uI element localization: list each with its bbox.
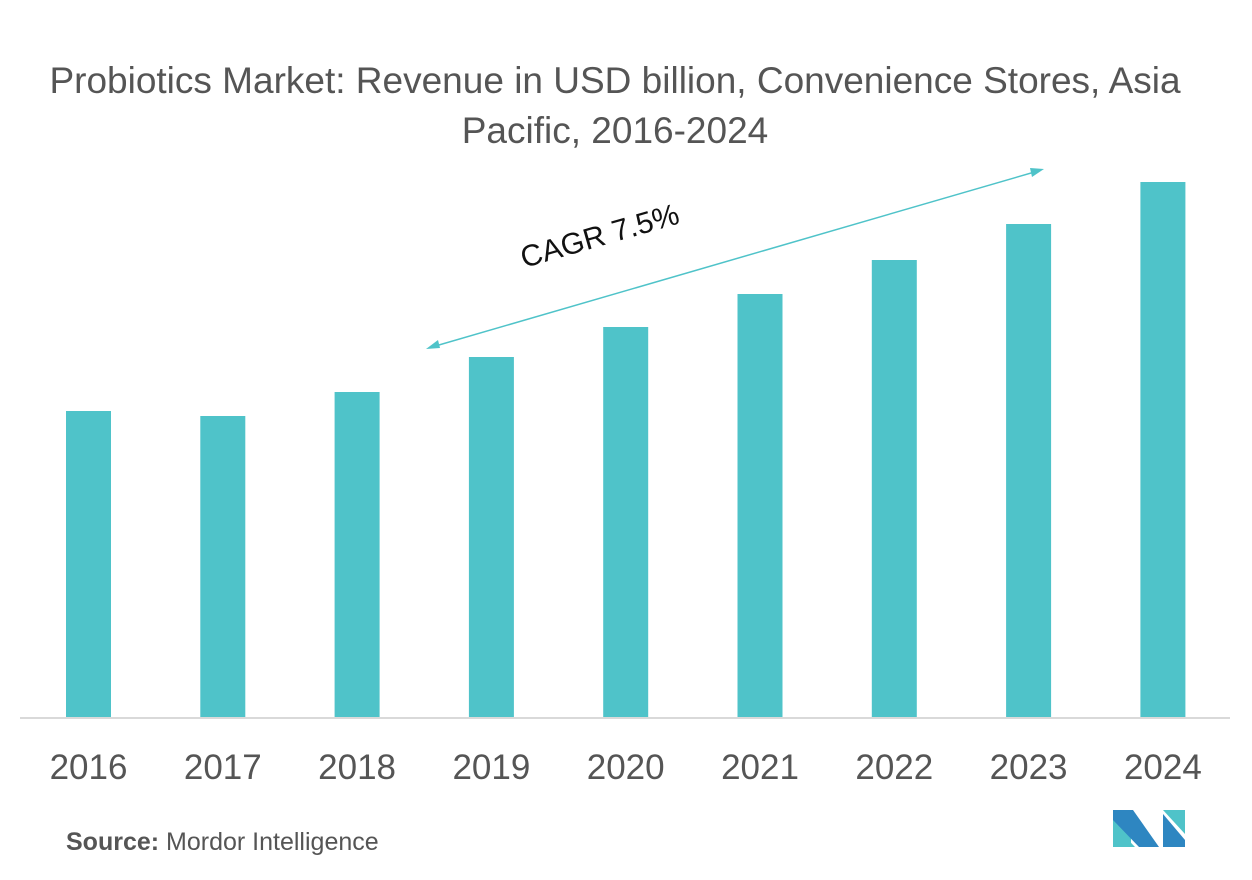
bar-2022 [871,260,917,718]
bar-2021 [737,294,783,718]
bar-2020 [603,327,649,718]
bar-2023 [1006,224,1052,718]
bar-2024 [1140,182,1186,718]
chart-title: Probiotics Market: Revenue in USD billio… [49,60,1181,151]
x-tick-label: 2023 [990,748,1068,787]
x-tick-label: 2017 [184,748,262,787]
x-tick-label: 2022 [855,748,933,787]
bar-2018 [334,392,380,718]
source-label: Source: [66,828,160,856]
x-tick-label: 2019 [452,748,530,787]
source-text: Mordor Intelligence [166,828,379,856]
x-tick-label: 2021 [721,748,799,787]
x-tick-label: 2018 [318,748,396,787]
cagr-arrow [426,168,1044,349]
bar-2019 [468,357,514,718]
x-tick-label: 2024 [1124,748,1202,787]
mordor-logo [1113,810,1185,847]
x-tick-label: 2016 [50,748,128,787]
x-tick-label: 2020 [587,748,665,787]
bar-2017 [200,416,246,718]
bar-2016 [66,411,111,718]
source-note: Source: Mordor Intelligence [66,828,379,857]
cagr-label: CAGR 7.5% [517,198,683,275]
